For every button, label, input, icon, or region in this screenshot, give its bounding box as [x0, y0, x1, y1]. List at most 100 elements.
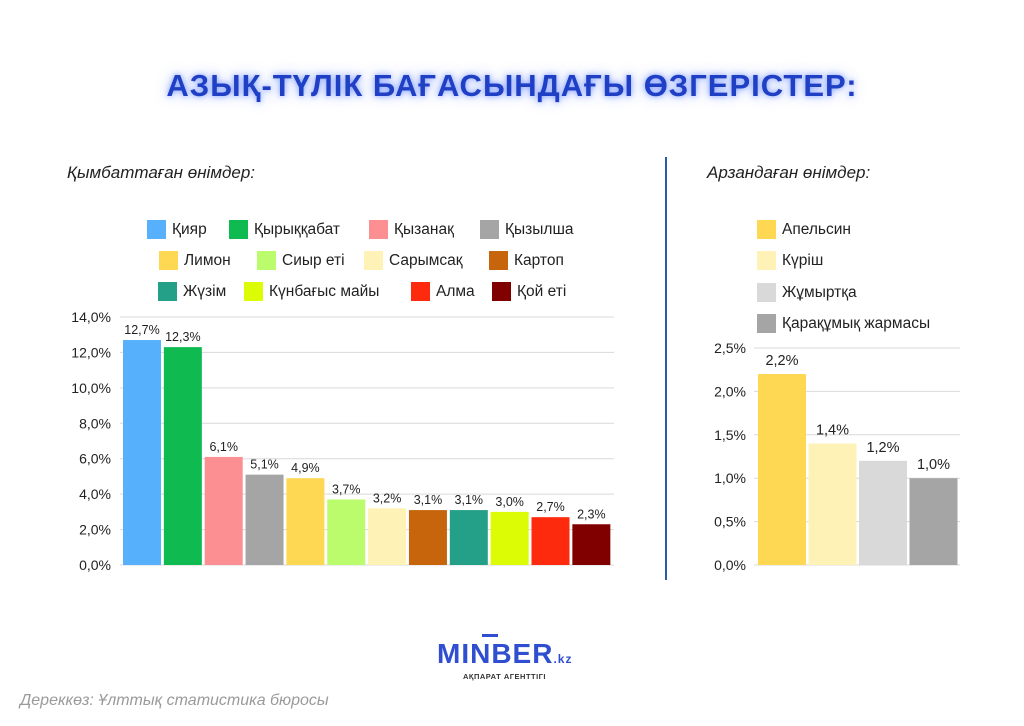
right-chart-subtitle: Арзандаған өнімдер: — [707, 163, 871, 182]
bar — [909, 478, 958, 565]
legend-item: Қарақұмық жармасы — [757, 314, 930, 333]
data-label: 2,7% — [536, 500, 565, 514]
legend-label: Апельсин — [782, 220, 851, 238]
legend-item: Күнбағыс майы — [244, 282, 379, 301]
y-tick-label: 1,0% — [714, 470, 746, 486]
legend-label: Картоп — [514, 251, 564, 269]
legend-swatch — [159, 251, 178, 270]
data-label: 1,0% — [917, 457, 950, 473]
page-title: АЗЫҚ-ТҮЛІК БАҒАСЫНДАҒЫ ӨЗГЕРІСТЕР: — [166, 68, 858, 103]
logo-tagline: АҚПАРАТ АГЕНТТІГІ — [463, 672, 547, 681]
data-label: 3,0% — [495, 495, 524, 509]
logo-wordmark: MINBER — [437, 638, 554, 669]
bar — [758, 374, 806, 565]
legend-label: Алма — [436, 282, 475, 300]
data-label: 2,3% — [577, 507, 606, 521]
bar — [408, 510, 447, 565]
data-label: 5,1% — [250, 458, 279, 472]
legend-item: Сиыр еті — [257, 251, 345, 270]
legend-swatch — [757, 220, 776, 239]
legend-label: Жүзім — [183, 282, 227, 300]
legend-swatch — [158, 282, 177, 301]
legend-swatch — [492, 282, 511, 301]
legend-item: Қызылша — [480, 220, 574, 239]
y-tick-label: 2,0% — [79, 522, 111, 538]
legend-swatch — [244, 282, 263, 301]
legend-swatch — [411, 282, 430, 301]
legend-swatch — [369, 220, 388, 239]
legend-item: Картоп — [489, 251, 564, 270]
bar — [327, 499, 366, 565]
legend-item: Лимон — [159, 251, 231, 270]
legend-label: Күріш — [782, 251, 824, 269]
y-tick-label: 0,0% — [714, 557, 746, 573]
logo-suffix: .kz — [553, 652, 573, 666]
legend-swatch — [757, 283, 776, 302]
y-tick-label: 0,5% — [714, 514, 746, 530]
y-tick-label: 2,0% — [714, 383, 746, 399]
minber-logo: MINBER.kz АҚПАРАТ АГЕНТТІГІ — [437, 634, 587, 684]
y-tick-label: 1,5% — [714, 427, 746, 443]
bar — [204, 456, 243, 565]
legend-label: Қияр — [172, 220, 207, 238]
legend-label: Күнбағыс майы — [269, 282, 380, 300]
data-label: 3,1% — [455, 493, 484, 507]
legend-swatch — [364, 251, 383, 270]
legend-swatch — [229, 220, 248, 239]
y-tick-label: 0,0% — [79, 557, 111, 573]
bar — [245, 474, 284, 565]
legend-item: Сарымсақ — [364, 251, 463, 270]
legend-swatch — [757, 314, 776, 333]
y-tick-label: 14,0% — [71, 309, 111, 325]
data-label: 3,2% — [373, 491, 402, 505]
y-tick-label: 8,0% — [79, 415, 111, 431]
legend-label: Сарымсақ — [389, 251, 463, 269]
bar — [490, 511, 529, 565]
data-label: 4,9% — [291, 461, 320, 475]
legend-item: Қой еті — [492, 282, 566, 301]
y-tick-label: 10,0% — [71, 380, 111, 396]
legend-item: Алма — [411, 282, 475, 301]
legend-label: Лимон — [184, 251, 231, 269]
bar — [286, 478, 325, 565]
legend-label: Қой еті — [517, 282, 567, 300]
data-label: 12,3% — [165, 330, 200, 344]
legend-item: Апельсин — [757, 220, 851, 239]
legend-swatch — [489, 251, 508, 270]
y-tick-label: 12,0% — [71, 344, 111, 360]
data-label: 1,2% — [866, 440, 899, 456]
data-label: 1,4% — [816, 422, 849, 438]
data-label: 3,1% — [414, 493, 443, 507]
legend-label: Қырыққабат — [254, 220, 341, 238]
bar — [123, 340, 161, 565]
legend-swatch — [147, 220, 166, 239]
bar — [808, 443, 857, 565]
legend-item: Күріш — [757, 251, 823, 270]
legend-item: Жұмыртқа — [757, 283, 857, 302]
bar — [163, 347, 202, 565]
data-label: 12,7% — [124, 323, 159, 337]
legend-item: Жүзім — [158, 282, 226, 301]
legend-label: Қызанақ — [394, 220, 454, 238]
y-tick-label: 6,0% — [79, 451, 111, 467]
y-tick-label: 2,5% — [714, 340, 746, 356]
legend-item: Қияр — [147, 220, 207, 239]
legend-label: Қарақұмық жармасы — [782, 314, 931, 332]
chart-divider — [665, 157, 667, 580]
data-label: 6,1% — [209, 440, 238, 454]
legend-item: Қызанақ — [369, 220, 454, 239]
bar — [449, 510, 488, 565]
data-label: 2,2% — [765, 353, 798, 369]
legend-label: Сиыр еті — [282, 251, 345, 269]
data-label: 3,7% — [332, 482, 361, 496]
legend-label: Қызылша — [505, 220, 574, 238]
source-note: Дереккөз: Ұлттық статистика бюросы — [20, 692, 329, 709]
legend-swatch — [757, 251, 776, 270]
legend-swatch — [257, 251, 276, 270]
y-tick-label: 4,0% — [79, 486, 111, 502]
legend-item: Қырыққабат — [229, 220, 340, 239]
bar — [859, 460, 907, 565]
left-chart-subtitle: Қымбаттаған өнімдер: — [67, 163, 256, 182]
